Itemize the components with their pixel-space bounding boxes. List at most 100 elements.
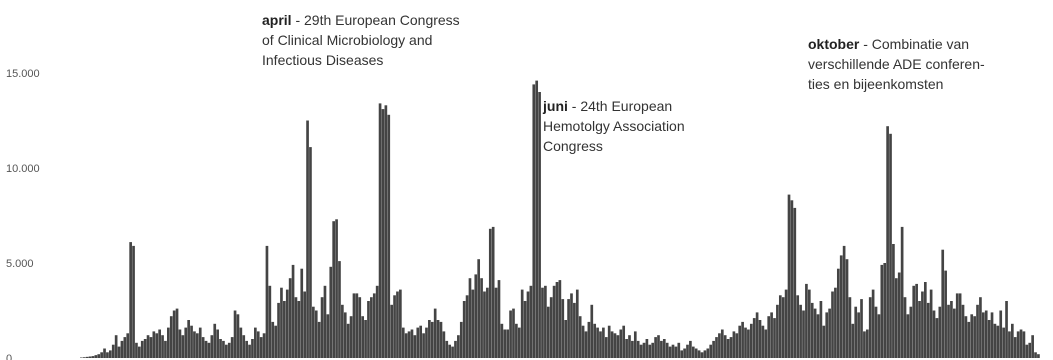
annotation-juni-line-1: - 24th European xyxy=(567,98,673,114)
bar xyxy=(584,331,588,358)
annotation-juni-line-3: Congress xyxy=(543,138,603,154)
bar xyxy=(723,335,727,358)
bar xyxy=(120,340,124,358)
bar xyxy=(341,304,344,358)
bar xyxy=(480,278,483,358)
bar xyxy=(573,302,576,358)
bar xyxy=(494,287,498,358)
bar xyxy=(781,297,785,358)
bar xyxy=(593,323,597,358)
bar xyxy=(1034,352,1037,358)
bar xyxy=(639,344,643,358)
bar xyxy=(912,285,916,358)
bar xyxy=(720,329,724,358)
bar xyxy=(729,337,733,358)
bar xyxy=(578,316,582,358)
bar xyxy=(921,291,924,358)
bar xyxy=(938,306,942,358)
bar xyxy=(436,320,440,358)
bar xyxy=(868,297,872,358)
bar xyxy=(361,316,364,358)
bar xyxy=(378,103,382,359)
bar xyxy=(91,356,95,358)
bar xyxy=(468,278,472,358)
bar xyxy=(810,302,814,358)
bar xyxy=(622,325,626,358)
bar xyxy=(787,194,791,358)
bar xyxy=(581,325,585,358)
bar xyxy=(216,329,219,358)
bar xyxy=(691,346,695,358)
bar xyxy=(633,331,637,358)
bar xyxy=(404,333,408,358)
bar xyxy=(303,291,306,358)
bar xyxy=(161,335,164,358)
bar xyxy=(764,329,768,358)
bar xyxy=(198,327,202,358)
bar xyxy=(880,264,884,358)
bar xyxy=(230,337,234,358)
bar xyxy=(645,339,649,358)
bar xyxy=(207,342,211,358)
bar xyxy=(747,329,750,358)
bar xyxy=(636,340,640,358)
bar xyxy=(923,282,927,358)
bar xyxy=(689,340,692,358)
bar xyxy=(825,312,829,358)
bar xyxy=(155,333,159,358)
bar xyxy=(964,316,968,358)
bar xyxy=(146,335,150,358)
bar xyxy=(703,350,707,358)
bar xyxy=(778,295,782,358)
bar xyxy=(497,280,501,358)
bar xyxy=(135,342,138,358)
bar xyxy=(599,331,602,358)
bar xyxy=(445,340,449,358)
bar xyxy=(233,310,237,358)
annotation-oktober-line-1: - Combinatie van xyxy=(859,36,970,52)
bar xyxy=(819,301,823,358)
bar xyxy=(900,226,904,358)
bar xyxy=(222,340,225,358)
bar xyxy=(1028,342,1032,358)
bar xyxy=(416,327,420,358)
bar xyxy=(126,333,130,358)
bar xyxy=(613,333,617,358)
bar xyxy=(770,312,773,358)
bar xyxy=(1008,331,1011,358)
annotation-oktober-line-2: verschillende ADE conferen- xyxy=(808,56,985,72)
bar xyxy=(297,301,301,358)
bar xyxy=(439,321,443,358)
bar xyxy=(352,293,356,358)
bar xyxy=(306,120,309,358)
bar xyxy=(842,245,846,358)
bar xyxy=(1005,301,1008,358)
bar xyxy=(990,312,994,358)
bar xyxy=(993,323,997,358)
bar xyxy=(106,352,109,358)
bar xyxy=(1013,337,1017,358)
bar xyxy=(300,268,304,358)
bar xyxy=(326,314,330,358)
bar xyxy=(1019,329,1023,358)
bar xyxy=(488,228,492,358)
bar xyxy=(262,333,266,358)
bar xyxy=(941,249,945,358)
bar xyxy=(399,289,402,358)
bar xyxy=(283,301,286,358)
bar xyxy=(996,325,1000,358)
bar xyxy=(828,308,831,358)
bar xyxy=(549,297,553,358)
bar xyxy=(265,245,269,358)
bar xyxy=(668,346,672,358)
bar xyxy=(665,342,669,358)
bar xyxy=(874,306,878,358)
bar xyxy=(915,283,918,358)
bar xyxy=(329,266,333,358)
bar xyxy=(660,340,663,358)
bar xyxy=(169,316,173,358)
bar xyxy=(865,329,869,358)
bar xyxy=(285,289,289,358)
bar xyxy=(323,285,327,358)
bar xyxy=(700,352,704,358)
